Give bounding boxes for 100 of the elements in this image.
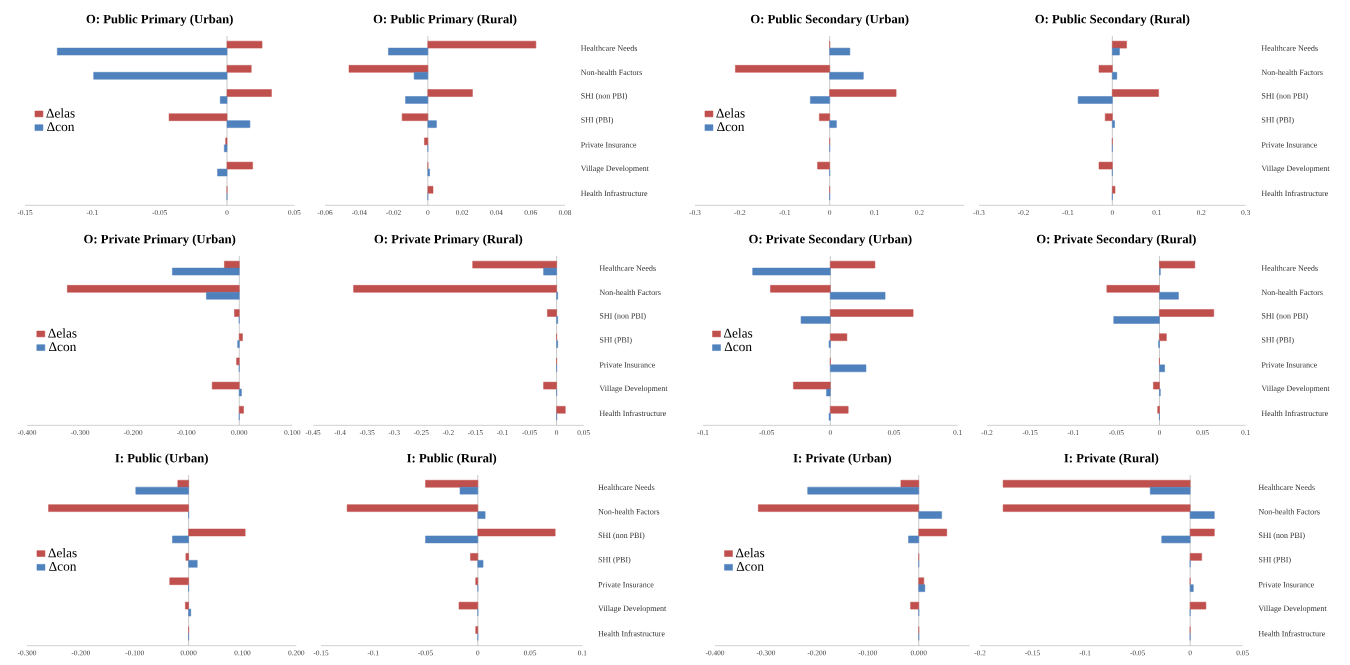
bar bbox=[900, 480, 920, 488]
bar bbox=[226, 161, 253, 170]
bar bbox=[918, 577, 925, 585]
chart-title: I: Private (Urban) bbox=[793, 453, 892, 465]
bar bbox=[477, 511, 486, 519]
y-tick-label: Village Development bbox=[580, 165, 649, 173]
bar bbox=[830, 309, 914, 317]
bar bbox=[1161, 535, 1191, 544]
legend-label: Δelas bbox=[716, 108, 745, 118]
legend-label: Δcon bbox=[47, 122, 75, 132]
legend-label: Δelas bbox=[46, 108, 75, 118]
y-tick-label: Village Development bbox=[1261, 165, 1330, 173]
bar bbox=[226, 89, 272, 97]
bar bbox=[475, 577, 479, 585]
bar bbox=[829, 47, 851, 56]
y-tick-label: SHI (non PBI) bbox=[1258, 532, 1305, 540]
legend-label: Δcon bbox=[49, 561, 77, 571]
y-tick-label: Village Development bbox=[599, 385, 668, 393]
bar bbox=[217, 168, 228, 177]
bar bbox=[413, 72, 429, 80]
bar bbox=[543, 381, 557, 390]
bar bbox=[910, 601, 920, 610]
bar bbox=[220, 96, 228, 104]
bar bbox=[169, 577, 189, 585]
chart-title: O: Private Secondary (Urban) bbox=[749, 234, 912, 246]
y-tick-label: Healthcare Needs bbox=[599, 265, 656, 271]
bar bbox=[226, 65, 252, 73]
bar bbox=[172, 535, 189, 544]
y-tick-label: SHI (PBI) bbox=[581, 117, 614, 125]
bar bbox=[188, 528, 246, 537]
y-tick-label: Healthcare Needs bbox=[598, 484, 655, 491]
bar bbox=[405, 96, 429, 104]
bar bbox=[830, 292, 886, 300]
y-tick-label: Village Development bbox=[598, 605, 667, 613]
bar bbox=[829, 72, 864, 80]
y-tick-label: Non-health Factors bbox=[598, 508, 660, 515]
bar bbox=[1159, 309, 1215, 317]
y-tick-label: SHI (non PBI) bbox=[1261, 312, 1308, 321]
bar bbox=[177, 480, 189, 488]
bar bbox=[1112, 72, 1118, 80]
bar bbox=[1149, 486, 1191, 495]
y-tick-label: Village Development bbox=[1258, 605, 1327, 613]
y-tick-label: SHI (PBI) bbox=[599, 337, 632, 345]
bar bbox=[918, 584, 926, 592]
bar bbox=[1002, 480, 1191, 488]
chart-title: O: Public Primary (Rural) bbox=[373, 14, 517, 26]
y-tick-label: SHI (PBI) bbox=[1261, 117, 1294, 125]
bar bbox=[427, 40, 537, 49]
bar bbox=[1159, 292, 1179, 300]
bar bbox=[918, 511, 942, 519]
chart-title: O: Private Primary (Urban) bbox=[84, 234, 236, 246]
bar bbox=[793, 381, 831, 390]
chart-title: I: Private (Rural) bbox=[1064, 453, 1159, 465]
legend-label: Δcon bbox=[724, 342, 752, 352]
y-tick-label: Private Insurance bbox=[599, 362, 655, 368]
bar bbox=[1189, 601, 1207, 610]
bar bbox=[135, 486, 189, 495]
y-tick-label: Health Infrastructure bbox=[1261, 410, 1328, 417]
y-tick-label: SHI (non PBI) bbox=[598, 532, 645, 540]
y-tick-label: Private Insurance bbox=[598, 582, 654, 588]
bar bbox=[830, 406, 849, 414]
bar bbox=[459, 486, 479, 495]
bar bbox=[1112, 89, 1159, 97]
bar bbox=[556, 406, 566, 414]
y-tick-label: Health Infrastructure bbox=[580, 190, 648, 197]
bar bbox=[829, 89, 897, 97]
y-tick-label: Healthcare Needs bbox=[1261, 45, 1318, 51]
legend-label: Δelas bbox=[48, 547, 77, 558]
bar bbox=[1112, 47, 1120, 56]
bar bbox=[1189, 528, 1215, 537]
y-tick-label: Private Insurance bbox=[1258, 582, 1314, 588]
chart-title: O: Public Primary (Urban) bbox=[86, 14, 233, 26]
bar bbox=[758, 504, 920, 512]
bar bbox=[1104, 113, 1113, 121]
bar bbox=[752, 267, 831, 276]
bar bbox=[185, 601, 189, 610]
bar bbox=[830, 333, 848, 341]
bar bbox=[1002, 504, 1191, 512]
bar bbox=[168, 113, 228, 121]
y-tick-label: Village Development bbox=[1261, 385, 1330, 393]
bar bbox=[185, 553, 189, 561]
chart-title: O: Private Secondary (Rural) bbox=[1036, 234, 1196, 246]
bar bbox=[1153, 381, 1160, 390]
bar bbox=[1159, 333, 1167, 341]
y-tick-label: SHI (PBI) bbox=[1261, 337, 1294, 345]
bar bbox=[226, 120, 251, 128]
y-tick-label: Health Infrastructure bbox=[598, 630, 665, 637]
bar bbox=[1077, 96, 1113, 104]
bar bbox=[188, 560, 198, 568]
bar bbox=[427, 89, 473, 97]
bar bbox=[1106, 285, 1160, 293]
y-tick-label: Healthcare Needs bbox=[580, 45, 638, 51]
bar bbox=[1159, 260, 1196, 269]
bar bbox=[388, 47, 429, 56]
bar bbox=[830, 260, 876, 269]
legend-label: Δcon bbox=[717, 122, 745, 132]
y-tick-label: Non-health Factors bbox=[599, 289, 661, 296]
y-tick-label: Health Infrastructure bbox=[599, 410, 666, 417]
bar bbox=[1113, 316, 1160, 324]
chart-title: I: Public (Rural) bbox=[407, 453, 497, 465]
